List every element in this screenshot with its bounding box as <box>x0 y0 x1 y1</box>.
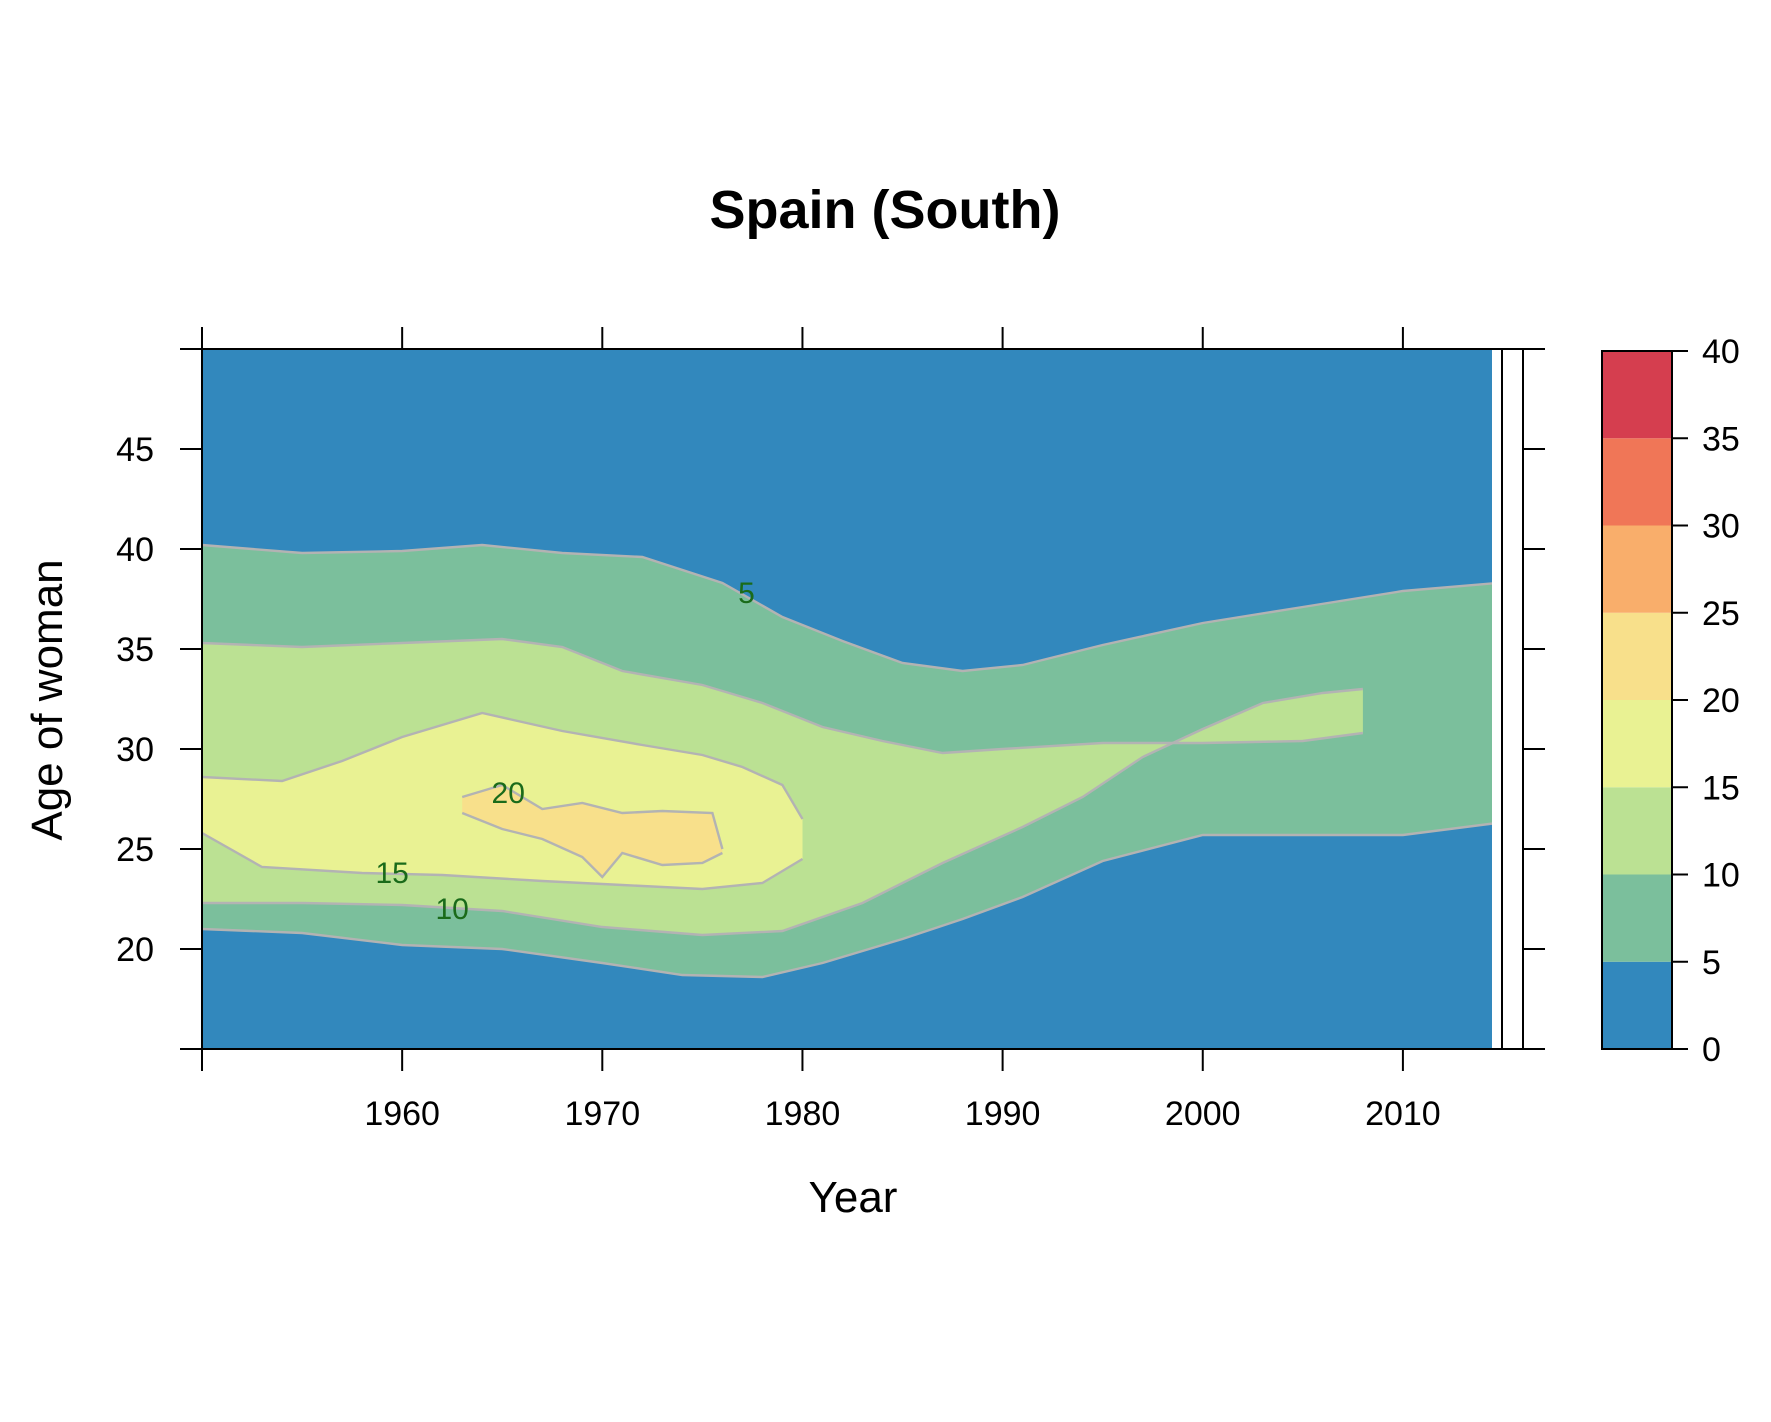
colorbar-bin <box>1602 351 1672 439</box>
colorbar-bin <box>1602 787 1672 875</box>
contour-line-10-upper <box>202 543 1492 673</box>
contour-line-15-lower <box>202 687 1364 937</box>
y-tick-label: 25 <box>116 831 154 869</box>
colorbar-tick-label: 10 <box>1702 857 1740 895</box>
colorbar-tick-label: 35 <box>1702 420 1740 458</box>
y-tick-label: 40 <box>116 531 154 569</box>
colorbar-bin <box>1602 438 1672 526</box>
x-axis-label: Year <box>809 1173 898 1222</box>
y-tick-label: 20 <box>116 931 154 969</box>
colorbar-bin <box>1602 612 1672 700</box>
colorbar-tick-label: 40 <box>1702 333 1740 371</box>
colorbar-bin <box>1602 874 1672 962</box>
colorbar: 0 5 10 15 20 25 30 35 40 <box>1601 333 1740 1069</box>
colorbar-bin <box>1602 700 1672 788</box>
x-tick-label: 1990 <box>965 1095 1041 1133</box>
chart-title: Spain (South) <box>710 180 1061 240</box>
contour-label: 10 <box>436 893 469 926</box>
contour-label: 20 <box>492 777 525 810</box>
colorbar-bin <box>1602 525 1672 613</box>
contour-line-20-upper <box>202 711 804 820</box>
y-axis-label: Age of woman <box>23 559 72 840</box>
colorbar-tick-label: 30 <box>1702 508 1740 546</box>
colorbar-bin <box>1602 961 1672 1049</box>
x-tick-label: 1960 <box>364 1095 440 1133</box>
contour-line-15-upper <box>202 637 1364 755</box>
heatmap-band-25 <box>462 785 723 877</box>
contour-label: 5 <box>738 577 755 610</box>
x-tick-label: 1980 <box>765 1095 841 1133</box>
x-tick-label: 2000 <box>1165 1095 1241 1133</box>
colorbar-tick-label: 15 <box>1702 769 1740 807</box>
x-tick-label: 2010 <box>1365 1095 1441 1133</box>
contour-label: 15 <box>375 857 408 890</box>
contour-line-10-lower <box>202 822 1492 979</box>
axes: 5 20 15 10 1960 1970 1980 1990 2000 2010 20 25 30 35 4… <box>116 327 1545 1133</box>
x-tick-label: 1970 <box>564 1095 640 1133</box>
y-tick-label: 30 <box>116 731 154 769</box>
colorbar-tick-label: 20 <box>1702 682 1740 720</box>
y-tick-label: 35 <box>116 631 154 669</box>
contour-line-25-upper <box>461 783 724 850</box>
colorbar-tick-label: 5 <box>1702 944 1721 982</box>
contour-line-20-lower <box>202 831 804 891</box>
y-tick-label: 45 <box>116 431 154 469</box>
colorbar-tick-label: 0 <box>1702 1031 1721 1069</box>
plot-area <box>202 349 1492 1049</box>
colorbar-tick-label: 25 <box>1702 595 1740 633</box>
contour-line-25-lower <box>461 811 723 879</box>
plot-frame <box>201 348 1524 1050</box>
